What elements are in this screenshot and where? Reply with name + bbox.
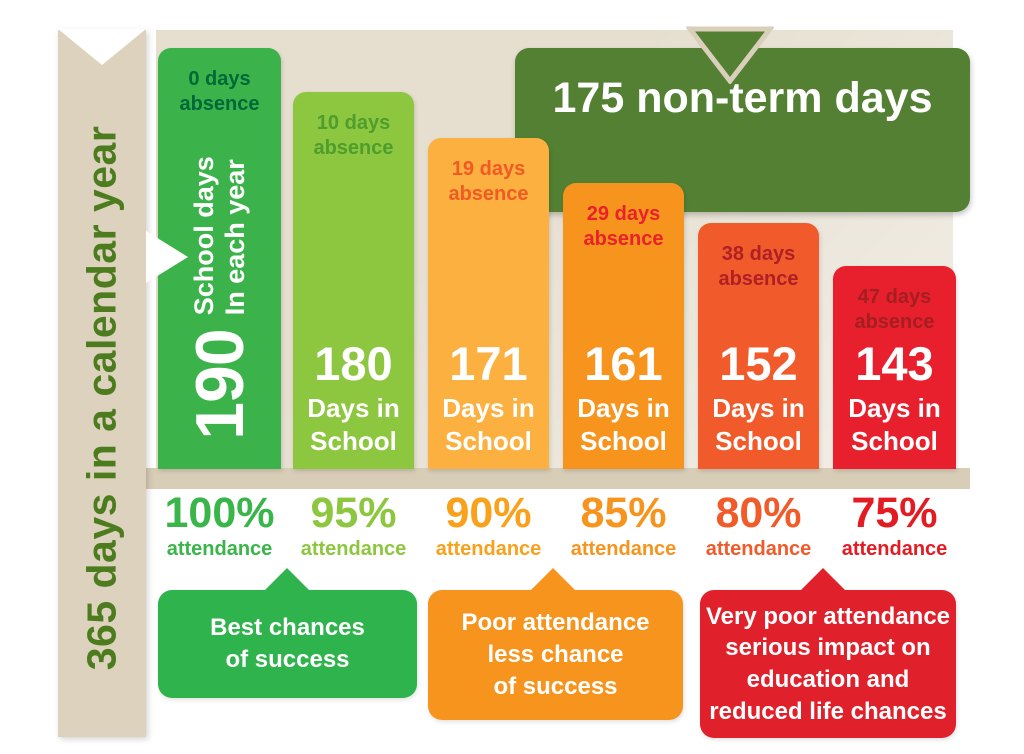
callout-text: Best chances of success — [210, 614, 365, 673]
down-arrow-shape — [686, 26, 774, 84]
attendance-percent: 80% — [715, 489, 802, 537]
down-arrow-icon — [686, 26, 774, 84]
attendance-80-percent: 80% attendance — [697, 492, 820, 561]
callout-text: Very poor attendance serious impact on edu… — [705, 602, 951, 725]
attendance-95-percent: 95% attendance — [292, 492, 415, 561]
attendance-percent: 90% — [445, 489, 532, 537]
absence-label: 47 days absence — [854, 286, 935, 333]
days-in-school-block: 180 Days in School — [293, 336, 414, 457]
absence-label: 10 days absence — [313, 112, 394, 159]
calendar-year-label: 365 days in a calendar year — [78, 125, 125, 670]
days-in-school-caption: Days in School — [442, 393, 535, 456]
attendance-percent: 100% — [164, 489, 275, 537]
absence-label: 0 days absence — [179, 68, 260, 115]
attendance-85-percent: 85% attendance — [562, 492, 685, 561]
days-in-school-value: 161 — [584, 336, 663, 390]
bar-19-days-absence: 19 days absence 171 Days in School — [428, 138, 549, 469]
up-arrow-icon — [264, 568, 310, 591]
attendance-100-percent: 100% attendance — [158, 492, 281, 561]
days-in-school-block: 152 Days in School — [698, 336, 819, 457]
attendance-percent: 75% — [851, 489, 938, 537]
absence-label: 19 days absence — [448, 158, 529, 205]
callout-very-poor-attendance: Very poor attendance serious impact on edu… — [700, 568, 956, 738]
ribbon-notch-icon — [58, 29, 146, 65]
days-in-school-block: 171 Days in School — [428, 336, 549, 457]
days-in-school-value: 180 — [314, 336, 393, 390]
attendance-percent: 95% — [310, 489, 397, 537]
school-days-rotated-group: 190 School days In each year — [181, 156, 259, 440]
attendance-word: attendance — [705, 538, 812, 560]
attendance-word: attendance — [166, 538, 273, 560]
bar-29-days-absence: 29 days absence 161 Days in School — [563, 183, 684, 469]
school-days-value: 190 — [181, 329, 258, 440]
attendance-75-percent: 75% attendance — [833, 492, 956, 561]
callout-poor-attendance: Poor attendance less chance of success — [428, 568, 683, 720]
absence-label: 38 days absence — [718, 243, 799, 290]
callout-text: Poor attendance less chance of success — [461, 609, 650, 700]
bar-47-days-absence: 47 days absence 143 Days in School — [833, 266, 956, 469]
callout-best-chances: Best chances of success — [158, 568, 417, 698]
attendance-word: attendance — [300, 538, 407, 560]
attendance-percent: 85% — [580, 489, 667, 537]
days-in-school-value: 143 — [855, 336, 934, 390]
baseline-shelf — [58, 468, 970, 489]
days-in-school-block: 161 Days in School — [563, 336, 684, 457]
attendance-word: attendance — [570, 538, 677, 560]
days-in-school-caption: Days in School — [848, 393, 941, 456]
up-arrow-icon — [800, 568, 846, 591]
school-days-caption: School days In each year — [188, 156, 250, 316]
attendance-word: attendance — [841, 538, 948, 560]
attendance-word: attendance — [435, 538, 542, 560]
days-in-school-caption: Days in School — [712, 393, 805, 456]
days-in-school-block: 143 Days in School — [833, 336, 956, 457]
non-term-label: 175 non-term days — [552, 74, 933, 122]
up-arrow-icon — [530, 568, 576, 591]
bar-10-days-absence: 10 days absence 180 Days in School — [293, 92, 414, 469]
days-in-school-caption: Days in School — [307, 393, 400, 456]
bar-38-days-absence: 38 days absence 152 Days in School — [698, 223, 819, 469]
calendar-year-ribbon: 365 days in a calendar year — [58, 29, 146, 737]
days-in-school-caption: Days in School — [577, 393, 670, 456]
days-in-school-value: 152 — [719, 336, 798, 390]
attendance-90-percent: 90% attendance — [427, 492, 550, 561]
days-in-school-value: 171 — [449, 336, 528, 390]
absence-label: 29 days absence — [583, 203, 664, 250]
